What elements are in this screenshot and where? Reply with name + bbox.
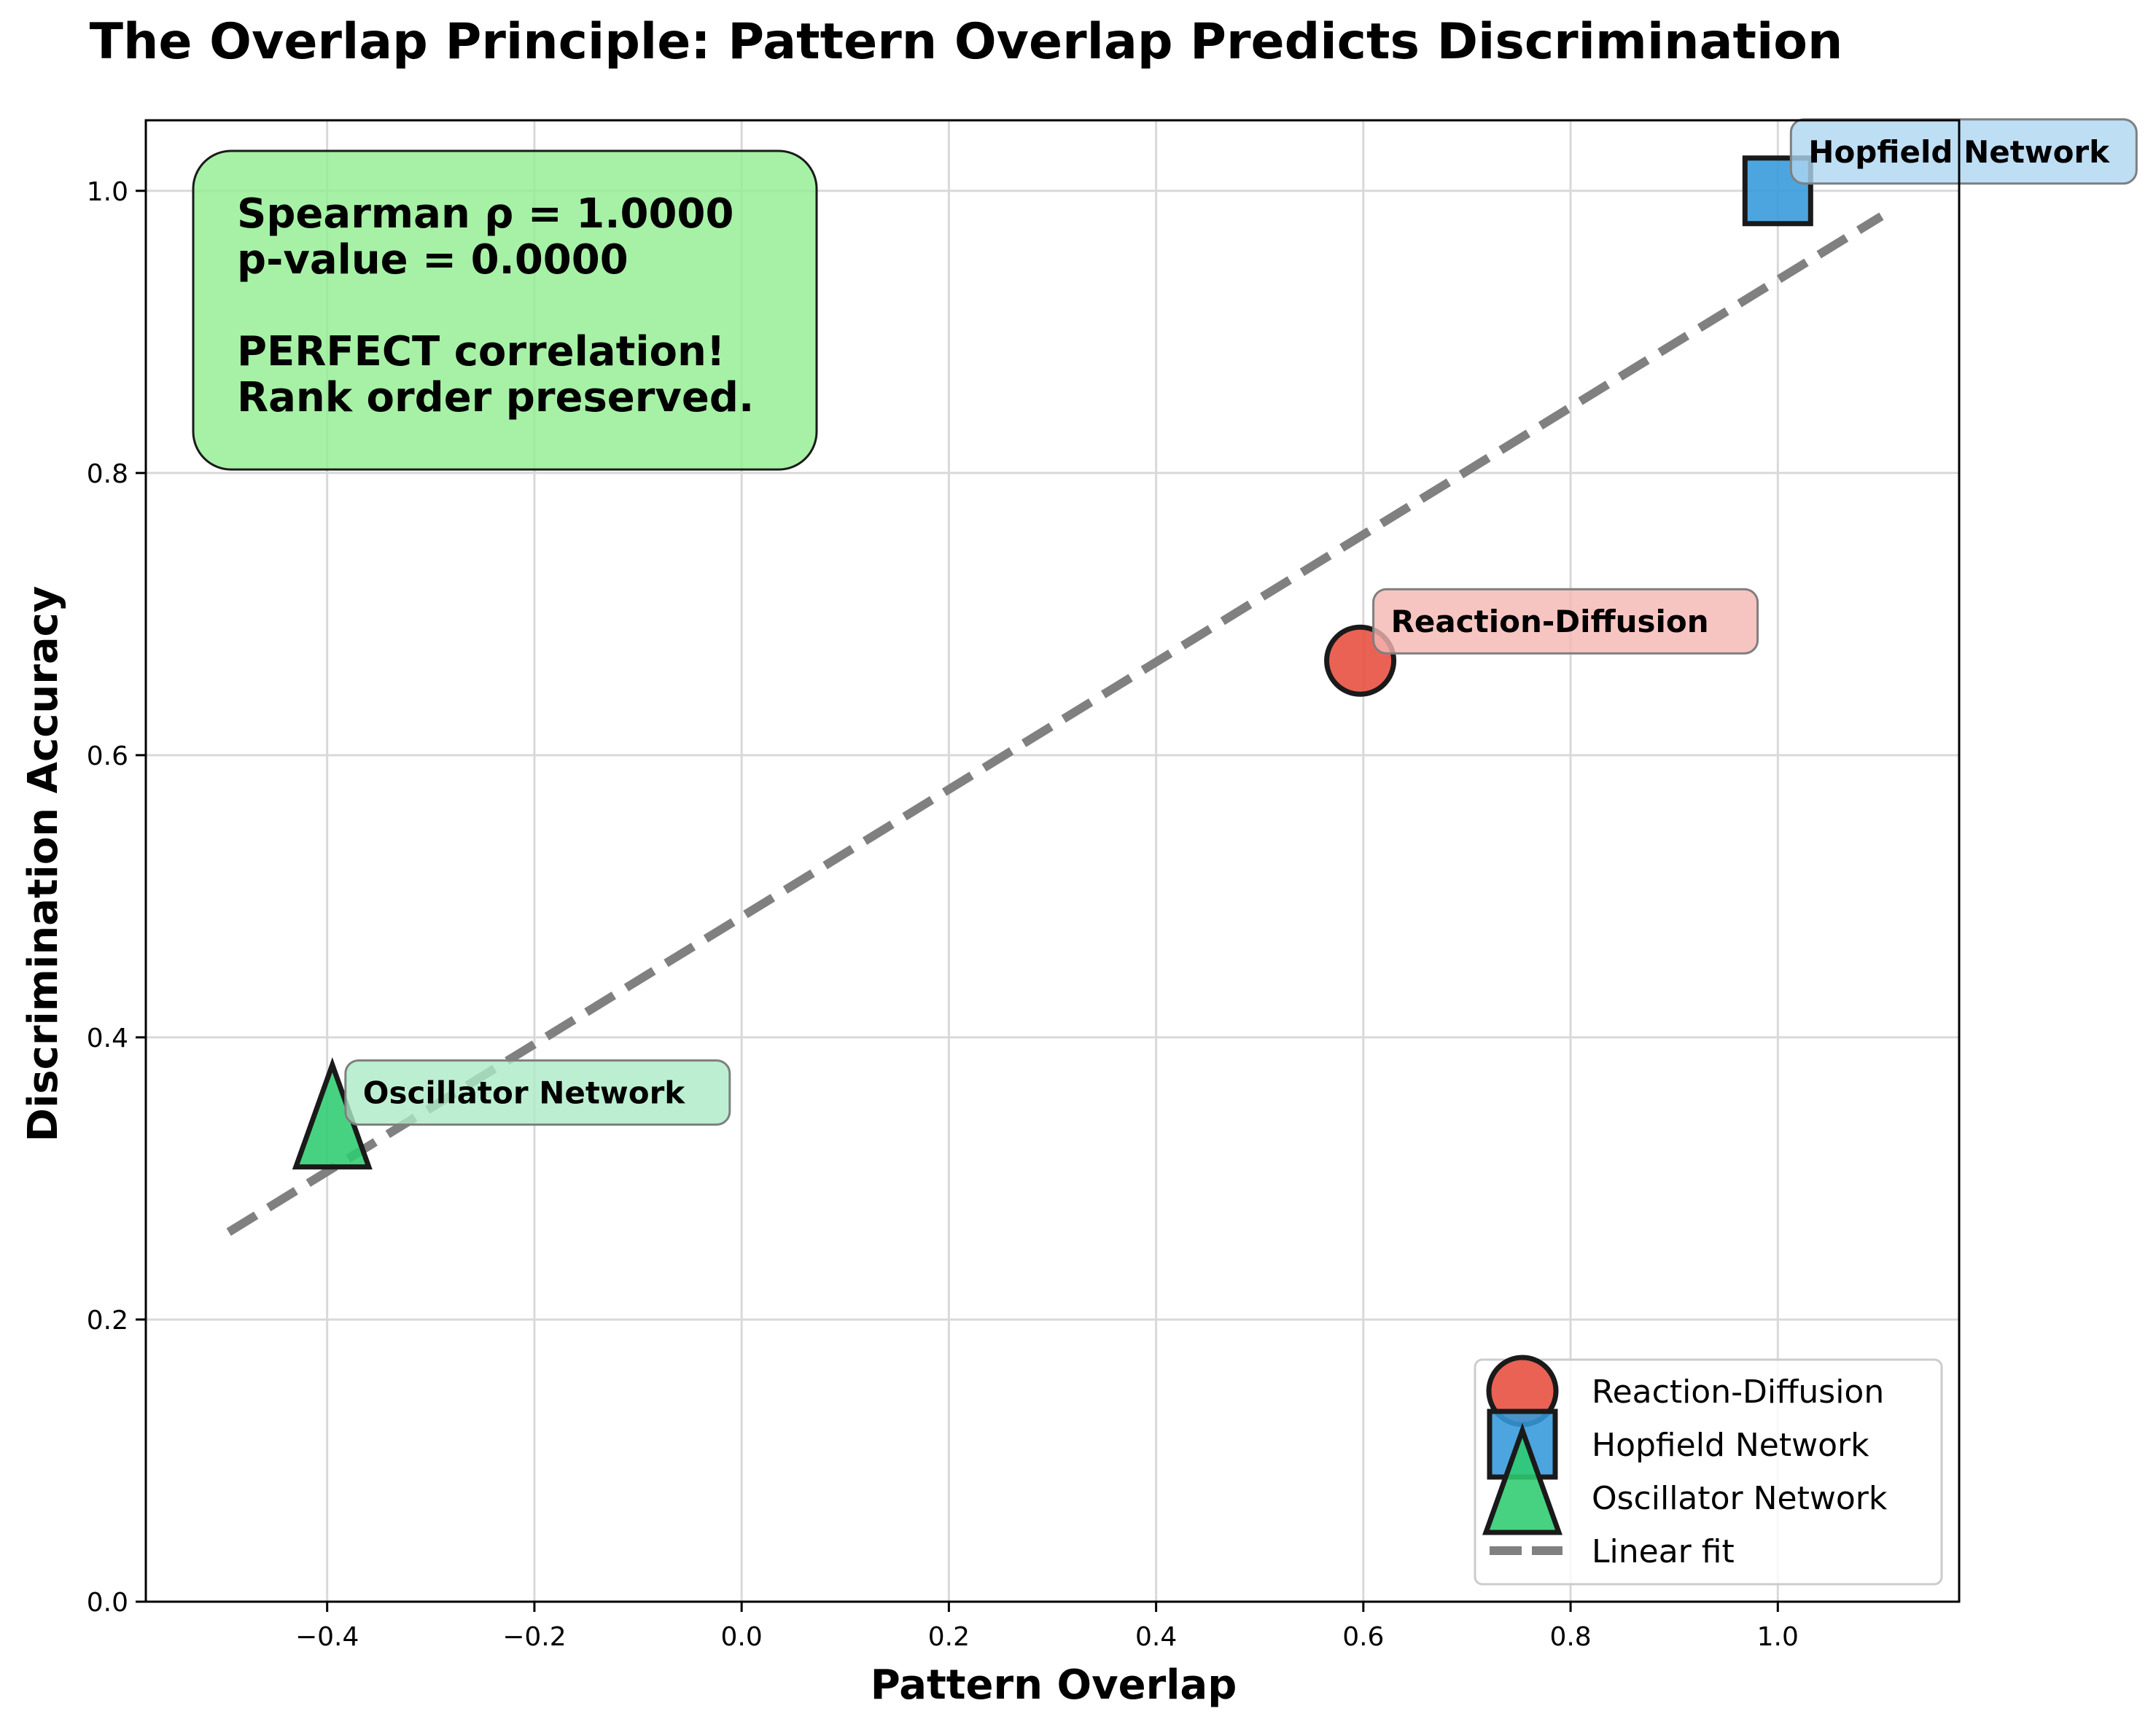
legend-label-reaction-diffusion: Reaction-Diffusion (1592, 1374, 1884, 1411)
x-axis-label: Pattern Overlap (871, 1661, 1237, 1709)
x-tick-label: 0.6 (1342, 1622, 1384, 1652)
y-tick-label: 0.2 (87, 1306, 128, 1336)
plot-frame (144, 119, 1961, 1603)
annotation-box-oscillator-network (344, 1059, 731, 1126)
y-tick-label: 0.6 (87, 741, 128, 771)
x-tick-label: 0.2 (928, 1622, 970, 1652)
annotation-label-oscillator-network: Oscillator Network (363, 1075, 685, 1111)
y-axis-label: Discrimination Accuracy (20, 586, 67, 1142)
legend-label-linear-fit: Linear fit (1592, 1533, 1735, 1570)
annotation-box-reaction-diffusion (1372, 588, 1759, 655)
x-tick-label: 0.0 (721, 1622, 763, 1652)
stats-line: Spearman ρ = 1.0000 (237, 190, 733, 238)
x-tick-label: −0.2 (502, 1622, 566, 1652)
stats-line: p-value = 0.0000 (237, 236, 628, 284)
annotation-box-hopfield-network (1789, 118, 2138, 185)
x-tick-label: −0.4 (295, 1622, 359, 1652)
x-tick-label: 1.0 (1757, 1622, 1799, 1652)
linear-fit-line (226, 212, 1884, 1236)
legend-label-hopfield-network: Hopfield Network (1592, 1427, 1869, 1464)
y-tick-label: 0.0 (87, 1588, 128, 1618)
fit-line-layer (226, 212, 1884, 1236)
axes: −0.4 −0.2 0.0 0.2 0.4 0.6 0.8 1.0 0.0 0.2 0.4 0.6 0.… (87, 119, 1961, 1652)
x-tick-label: 0.8 (1549, 1622, 1591, 1652)
legend: Reaction-Diffusion Hopfield Network Oscill… (1474, 1355, 1943, 1586)
legend-frame (1474, 1358, 1943, 1586)
x-tick-label: 0.4 (1135, 1622, 1177, 1652)
legend-marker-oscillator-network (1482, 1422, 1562, 1535)
data-point-hopfield-network (1742, 155, 1813, 227)
y-tick-label: 0.8 (87, 459, 128, 489)
y-tick-label: 1.0 (87, 177, 128, 207)
legend-label-oscillator-network: Oscillator Network (1592, 1480, 1888, 1517)
stats-box-background (192, 149, 818, 471)
y-tick-label: 0.4 (87, 1024, 128, 1053)
chart-title: The Overlap Principle: Pattern Overlap P… (90, 13, 1843, 71)
stats-line: PERFECT correlation! (237, 328, 725, 375)
annotation-label-reaction-diffusion: Reaction-Diffusion (1391, 604, 1709, 639)
stats-line: Rank order preserved. (237, 374, 754, 421)
